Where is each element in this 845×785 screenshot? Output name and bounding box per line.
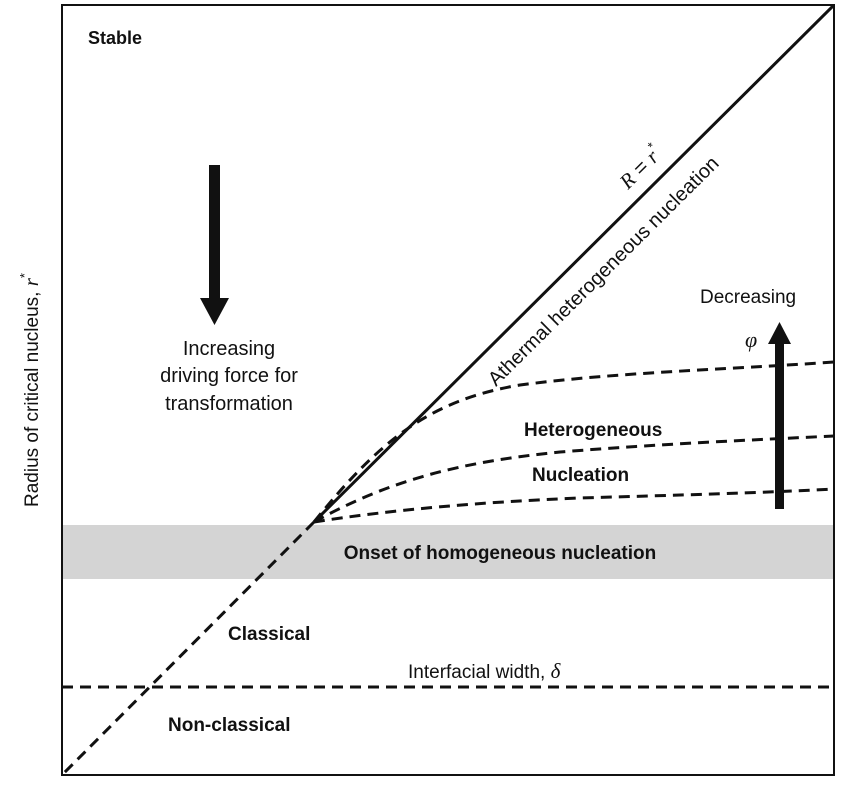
r-equals-rstar-label: R = r* — [612, 139, 667, 194]
classical-label: Classical — [228, 624, 310, 645]
heterogeneous-curve-middle — [313, 434, 834, 524]
decreasing-phi-arrow — [768, 322, 791, 509]
heterogeneous-curve-upper — [312, 360, 834, 523]
driving-force-line-2: driving force for — [160, 365, 298, 387]
decreasing-label: Decreasing — [700, 287, 796, 308]
solid-diagonal-line — [312, 5, 834, 524]
onset-label: Onset of homogeneous nucleation — [344, 543, 656, 564]
athermal-label: Athermal heterogeneous nucleation — [484, 152, 724, 390]
interfacial-width-label: Interfacial width, δ — [408, 659, 562, 683]
driving-force-line-3: transformation — [165, 393, 293, 415]
heterogeneous-label: Heterogeneous — [524, 420, 662, 441]
nucleation-label: Nucleation — [532, 465, 629, 486]
non-classical-label: Non-classical — [168, 715, 291, 736]
homogeneous-onset-band — [62, 525, 834, 579]
y-axis-label: Radius of critical nucleus, r* — [17, 273, 43, 507]
phi-symbol: φ — [745, 327, 757, 352]
plot-frame — [61, 4, 835, 776]
heterogeneous-curve-lower — [313, 487, 834, 524]
dashed-diagonal-line — [62, 520, 316, 775]
driving-force-line-1: Increasing — [183, 338, 275, 360]
driving-force-arrow — [200, 165, 229, 325]
stable-label: Stable — [88, 28, 142, 48]
